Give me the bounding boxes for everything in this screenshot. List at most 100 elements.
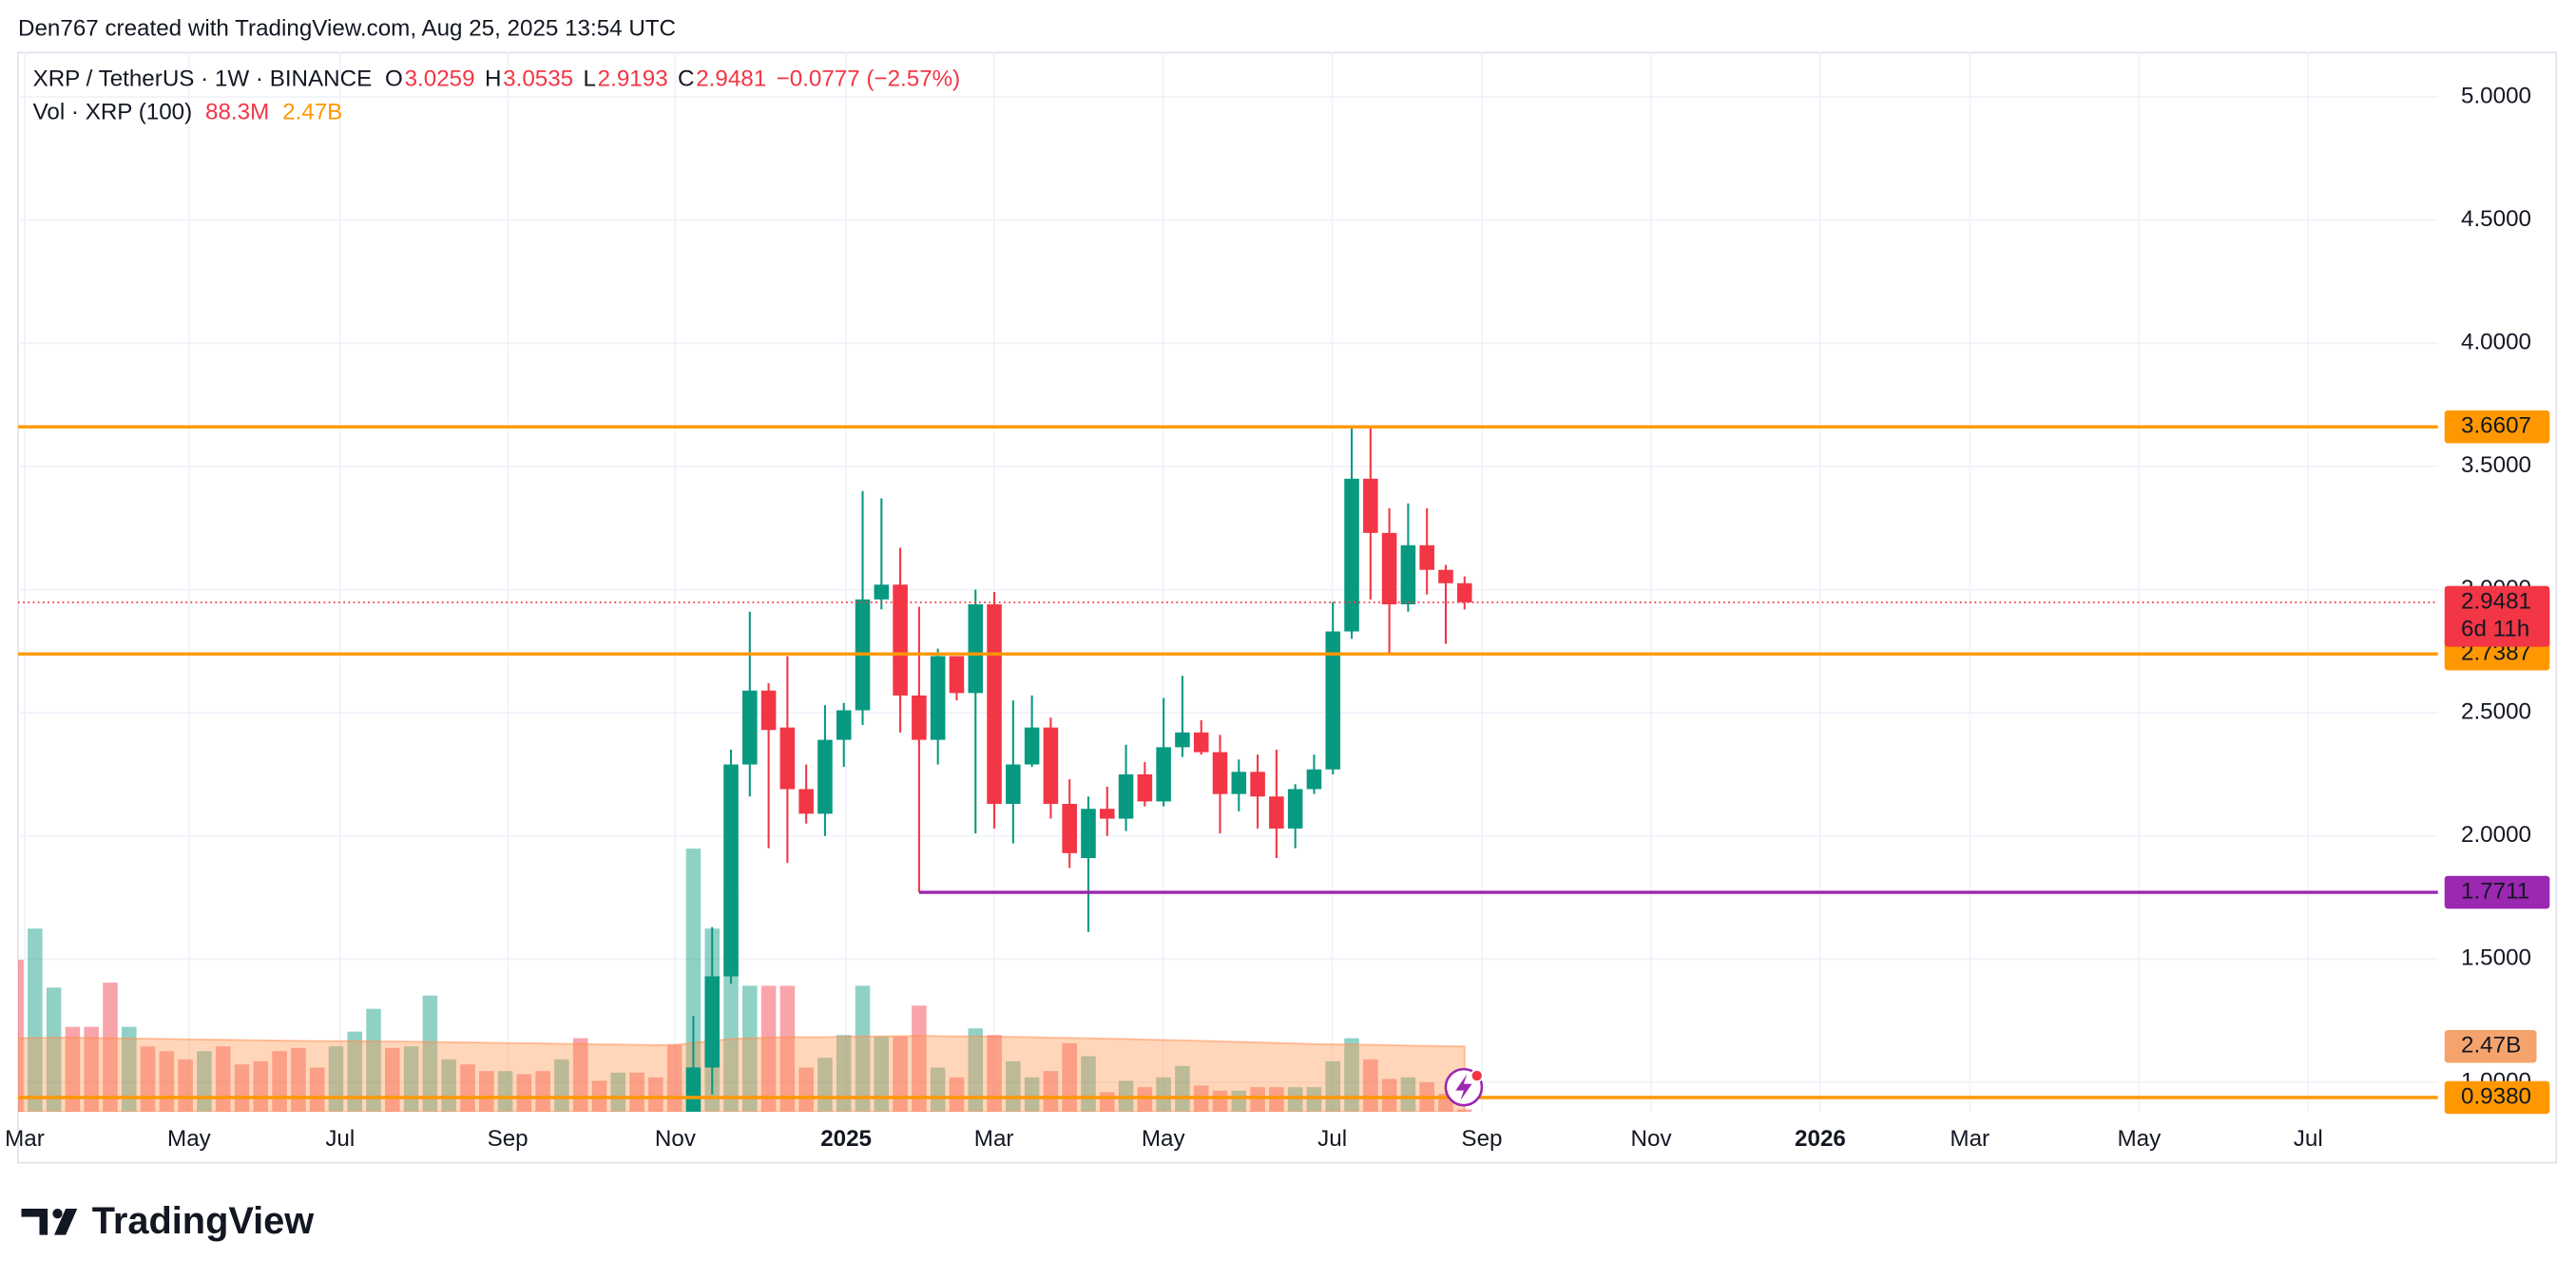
ohlc-letter: L bbox=[584, 67, 596, 92]
candle-body bbox=[912, 695, 927, 740]
level-label-box bbox=[2444, 1080, 2550, 1115]
volume-bar bbox=[422, 995, 438, 1113]
x-tick-label: May bbox=[1142, 1126, 1186, 1152]
volume-bar bbox=[1325, 1060, 1341, 1113]
ohlc-value: 2.9481 bbox=[696, 67, 766, 92]
y-tick-label: 3.5000 bbox=[2461, 452, 2531, 478]
ohlc-value: 2.9193 bbox=[598, 67, 668, 92]
volume-bar bbox=[28, 928, 43, 1113]
volume-bar bbox=[460, 1064, 475, 1113]
candle-body bbox=[1344, 478, 1359, 632]
y-tick-label: 5.0000 bbox=[2461, 83, 2531, 108]
volume-bar bbox=[1381, 1079, 1397, 1113]
candle-body bbox=[1250, 772, 1265, 797]
level-label: 0.9380 bbox=[2461, 1083, 2531, 1109]
x-tick-label: Sep bbox=[488, 1126, 529, 1152]
volume-ma-box bbox=[2444, 1029, 2537, 1063]
y-tick-label: 2.5000 bbox=[2461, 698, 2531, 724]
volume-bar bbox=[328, 1046, 344, 1113]
candle-body bbox=[1118, 773, 1134, 819]
candle-body bbox=[1043, 727, 1059, 805]
replay-icon[interactable] bbox=[1444, 1067, 1484, 1107]
volume-bar bbox=[1062, 1042, 1077, 1113]
candle-body bbox=[1287, 789, 1303, 829]
x-tick-label: May bbox=[2118, 1126, 2163, 1152]
volume-bar bbox=[347, 1031, 363, 1113]
grid bbox=[18, 52, 2438, 1113]
x-tick-label: Mar bbox=[1950, 1126, 1990, 1152]
icon-dot bbox=[1470, 1069, 1484, 1082]
volume-bar bbox=[535, 1071, 550, 1113]
volume-name: Vol · XRP (100) bbox=[33, 100, 193, 125]
volume-bar bbox=[1175, 1065, 1190, 1113]
x-tick-label: 2026 bbox=[1795, 1126, 1846, 1152]
candle-body bbox=[1175, 732, 1190, 748]
level-label: 3.6607 bbox=[2461, 413, 2531, 439]
volume-bar bbox=[798, 1067, 814, 1113]
y-tick-label: 4.0000 bbox=[2461, 330, 2531, 355]
volume-bar bbox=[140, 1046, 156, 1113]
candle-body bbox=[987, 604, 1002, 805]
volume-ma-area bbox=[18, 1035, 1466, 1113]
candle-body bbox=[685, 1067, 702, 1113]
candle-body bbox=[874, 584, 890, 600]
legend: XRP / TetherUS · 1W · BINANCE O 3.0259 H 3.0… bbox=[33, 67, 961, 125]
volume-bar bbox=[516, 1074, 532, 1113]
volume-bar bbox=[629, 1072, 644, 1113]
volume-bar bbox=[1006, 1060, 1021, 1113]
candle-body bbox=[779, 727, 796, 790]
candle-body bbox=[1024, 727, 1040, 765]
volume-bar bbox=[987, 1035, 1002, 1113]
price-label-box bbox=[2444, 585, 2550, 647]
plot-area bbox=[18, 425, 2438, 1113]
volume-bar bbox=[949, 1077, 965, 1113]
volume-bar bbox=[1344, 1038, 1359, 1113]
logo-mark bbox=[52, 1209, 63, 1219]
volume-bar bbox=[478, 1071, 494, 1113]
volume-bar bbox=[855, 985, 871, 1113]
volume-bar bbox=[572, 1038, 588, 1113]
volume-bar bbox=[836, 1035, 852, 1113]
volume-bar bbox=[648, 1077, 663, 1113]
volume-ma-current: 2.47B bbox=[282, 100, 342, 125]
candle-body bbox=[760, 690, 777, 731]
countdown: 6d 11h bbox=[2461, 617, 2529, 642]
logo-mark bbox=[54, 1209, 78, 1235]
candle-body bbox=[742, 690, 758, 765]
volume-bar bbox=[1156, 1077, 1171, 1113]
volume-bar bbox=[497, 1071, 513, 1113]
candle-body bbox=[1306, 769, 1322, 790]
volume-bar bbox=[215, 1046, 231, 1113]
logo: TradingView bbox=[21, 1200, 314, 1242]
x-tick-label: Jul bbox=[1317, 1126, 1347, 1152]
volume-bar bbox=[253, 1060, 269, 1113]
volume-legend: Vol · XRP (100) 88.3M 2.47B bbox=[33, 100, 343, 125]
x-tick-label: May bbox=[167, 1126, 212, 1152]
candle-body bbox=[817, 739, 833, 814]
candle-body bbox=[930, 656, 946, 740]
x-tick-label: Mar bbox=[974, 1126, 1014, 1152]
volume-bar bbox=[610, 1072, 626, 1113]
volume-bar bbox=[46, 987, 62, 1113]
x-tick-label: Nov bbox=[655, 1126, 697, 1152]
candle-body bbox=[836, 710, 852, 740]
volume-bar bbox=[309, 1067, 325, 1113]
level-label-box bbox=[2444, 875, 2550, 909]
volume-bar bbox=[912, 1005, 927, 1113]
candle-body bbox=[1269, 796, 1284, 829]
ohlc-value: 3.0259 bbox=[405, 67, 475, 92]
x-tick-label: Sep bbox=[1461, 1126, 1502, 1152]
price-label: 2.9481 bbox=[2461, 588, 2531, 614]
volume-bar bbox=[685, 849, 702, 1113]
candle-body bbox=[723, 764, 739, 977]
symbol-legend: XRP / TetherUS · 1W · BINANCE O 3.0259 H 3.0… bbox=[33, 67, 961, 92]
volume-bar bbox=[1306, 1087, 1322, 1113]
volume-bar bbox=[1269, 1087, 1284, 1113]
volume-bar bbox=[1287, 1087, 1303, 1113]
candle-body bbox=[1456, 582, 1472, 602]
logo-mark bbox=[21, 1209, 48, 1235]
volume-bar bbox=[779, 985, 796, 1113]
candle-body bbox=[1419, 544, 1434, 570]
